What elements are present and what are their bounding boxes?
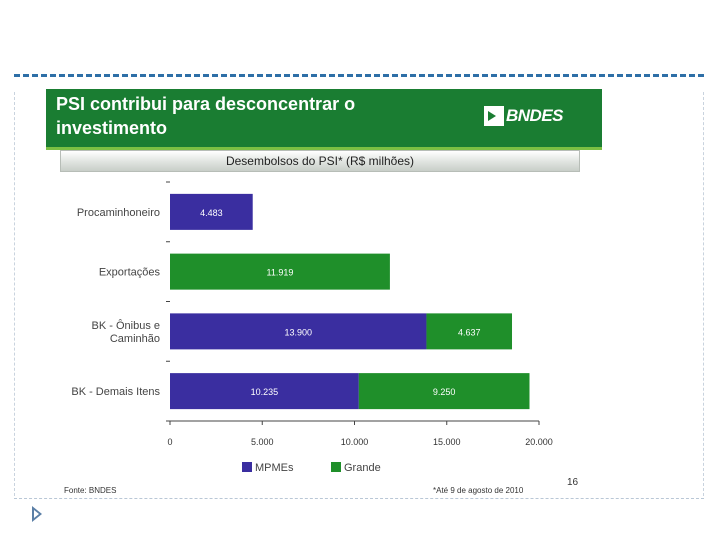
bar-segment (170, 373, 359, 410)
bottom-divider (14, 498, 704, 499)
legend-label: Grande (344, 462, 381, 474)
bar-value-label: 4.483 (200, 208, 223, 218)
legend-swatch (331, 462, 341, 472)
bndes-logo-text: BNDES (506, 106, 564, 125)
bar-value-label: 4.637 (458, 327, 481, 337)
bar-segment (426, 313, 513, 350)
x-tick-label: 10.000 (341, 437, 369, 447)
bndes-logo-icon (484, 106, 504, 126)
slide-header: PSI contribui para desconcentrar o inves… (46, 89, 602, 150)
source-note: Fonte: BNDES (64, 486, 117, 495)
x-tick-label: 15.000 (433, 437, 461, 447)
left-guide (14, 92, 15, 496)
top-divider (14, 74, 704, 77)
date-note: *Até 9 de agosto de 2010 (433, 486, 524, 495)
bar-segment (358, 373, 530, 410)
slide-title: PSI contribui para desconcentrar o inves… (56, 94, 356, 138)
bndes-logo: BNDES (484, 105, 564, 127)
category-label: Exportações (99, 267, 161, 279)
x-tick-label: 0 (167, 437, 172, 447)
bar-value-label: 13.900 (284, 327, 312, 337)
chart-title: Desembolsos do PSI* (R$ milhões) (60, 150, 580, 172)
bar-value-label: 11.919 (267, 268, 294, 278)
x-tick-label: 20.000 (525, 437, 553, 447)
bar-segment (170, 253, 390, 290)
right-guide (703, 92, 704, 496)
bar-value-label: 10.235 (251, 387, 279, 397)
category-label: Procaminhoneiro (77, 207, 160, 219)
page-number: 16 (567, 477, 579, 488)
legend-label: MPMEs (255, 462, 294, 474)
category-label: BK - Demais Itens (71, 386, 160, 398)
bar-value-label: 9.250 (433, 387, 456, 397)
bar-segment (170, 193, 253, 230)
bar-segment (170, 313, 427, 350)
legend-swatch (242, 462, 252, 472)
x-tick-label: 5.000 (251, 437, 274, 447)
category-label: BK - Ônibus e (92, 319, 160, 332)
next-slide-arrow-inner (34, 510, 39, 518)
category-label: Caminhão (110, 333, 160, 345)
